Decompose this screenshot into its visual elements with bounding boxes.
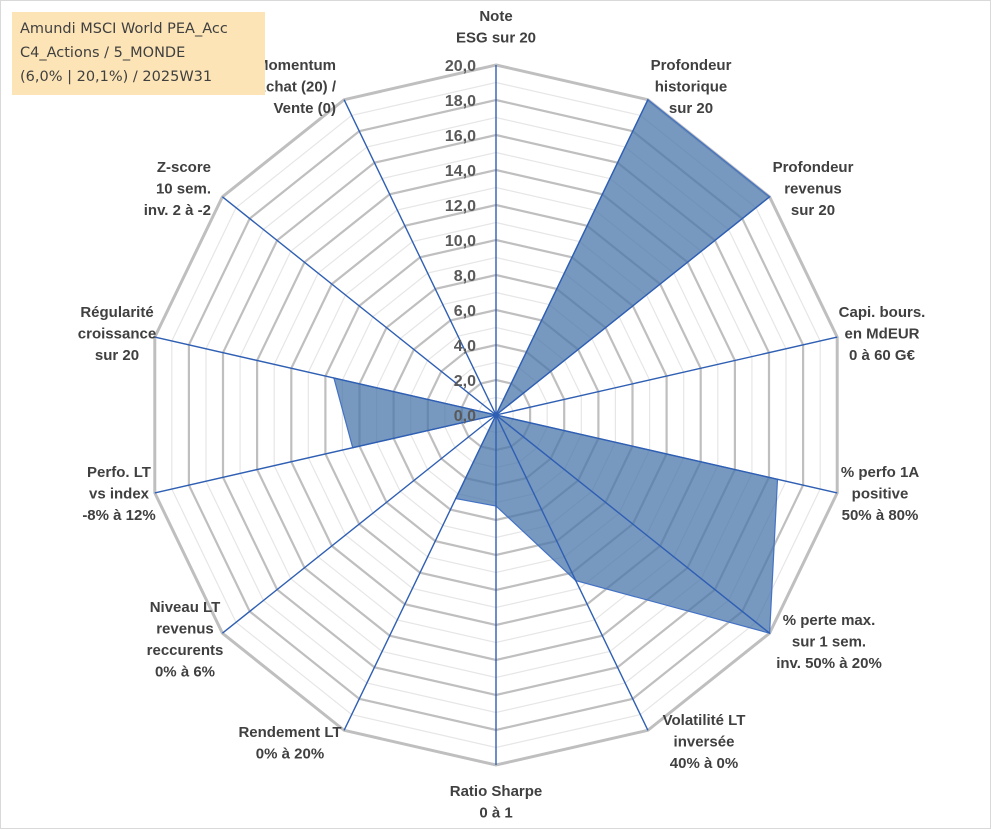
axis-label-line: Régularité bbox=[80, 304, 153, 321]
tick-label: 6,0 bbox=[454, 303, 476, 320]
axis-label-line: Capi. bours. bbox=[839, 304, 926, 321]
axis-label-line: sur 20 bbox=[791, 202, 835, 219]
axis-spoke bbox=[495, 414, 649, 731]
tick-label: 12,0 bbox=[445, 198, 476, 215]
fund-category: C4_Actions / 5_MONDE bbox=[20, 45, 186, 61]
axis-spoke bbox=[221, 414, 497, 634]
axis-spoke bbox=[154, 414, 497, 494]
tick-label: 0,0 bbox=[454, 408, 476, 425]
axis-label-line: 50% à 80% bbox=[842, 507, 919, 524]
axis-label-line: revenus bbox=[156, 621, 214, 638]
axis-label-line: 40% à 0% bbox=[670, 755, 738, 772]
axis-label-line: inv. 50% à 20% bbox=[776, 655, 882, 672]
radar-spokes bbox=[154, 65, 838, 765]
axis-label-line: 0% à 20% bbox=[256, 746, 324, 763]
axis-label-line: 0% à 6% bbox=[155, 664, 215, 681]
axis-label-line: vs index bbox=[89, 486, 150, 503]
axis-label-line: en MdEUR bbox=[845, 326, 920, 343]
axis-label-line: Perfo. LT bbox=[87, 464, 151, 481]
axis-label-line: Niveau LT bbox=[150, 599, 221, 616]
axis-label-line: historique bbox=[655, 79, 728, 96]
axis-label-line: Momentum bbox=[256, 57, 336, 74]
fund-info-box: Amundi MSCI World PEA_Acc C4_Actions / 5… bbox=[12, 12, 265, 95]
radar-tick-labels: 0,0 2,0 4,0 6,0 8,0 10,0 12,0 14,0 16,0 18,0 20,0 bbox=[445, 58, 476, 425]
axis-spoke bbox=[343, 99, 497, 416]
axis-label-line: reccurents bbox=[147, 642, 224, 659]
tick-label: 10,0 bbox=[445, 233, 476, 250]
tick-label: 2,0 bbox=[454, 373, 476, 390]
tick-label: 20,0 bbox=[445, 58, 476, 75]
fund-name: Amundi MSCI World PEA_Acc bbox=[20, 21, 228, 37]
axis-label-line: 0 à 1 bbox=[479, 805, 512, 822]
axis-label-line: positive bbox=[852, 486, 909, 503]
axis-spoke bbox=[495, 414, 771, 634]
axis-label-line: Note bbox=[479, 8, 512, 25]
axis-label-line: inv. 2 à -2 bbox=[144, 202, 211, 219]
axis-label: Ratio Sharpe 0 à 1 bbox=[450, 783, 543, 822]
axis-label: Régularité croissance sur 20 bbox=[78, 304, 156, 364]
axis-spoke bbox=[495, 336, 838, 416]
axis-label-line: ESG sur 20 bbox=[456, 30, 536, 47]
axis-label-line: sur 20 bbox=[95, 347, 139, 364]
tick-label: 18,0 bbox=[445, 93, 476, 110]
axis-label: Niveau LT revenus reccurents 0% à 6% bbox=[147, 599, 224, 681]
radar-axis-labels: Note ESG sur 20 Profondeur historique sur 20… bbox=[78, 8, 926, 822]
axis-label-line: Rendement LT bbox=[238, 724, 341, 741]
axis-label: Note ESG sur 20 bbox=[456, 8, 536, 47]
fund-stats: (6,0% | 20,1%) / 2025W31 bbox=[20, 69, 213, 85]
axis-label-line: sur 1 sem. bbox=[792, 634, 866, 651]
axis-label-line: % perfo 1A bbox=[841, 464, 920, 481]
tick-label: 14,0 bbox=[445, 163, 476, 180]
axis-label: % perte max. sur 1 sem. inv. 50% à 20% bbox=[776, 612, 882, 672]
axis-spoke bbox=[495, 196, 771, 416]
axis-label-line: 0 à 60 G€ bbox=[849, 347, 916, 364]
tick-label: 4,0 bbox=[454, 338, 476, 355]
axis-spoke bbox=[343, 414, 497, 731]
axis-label-line: 10 sem. bbox=[156, 181, 211, 198]
axis-label-line: sur 20 bbox=[669, 100, 713, 117]
axis-label-line: croissance bbox=[78, 326, 156, 343]
axis-label-line: Profondeur bbox=[773, 159, 854, 176]
axis-spoke bbox=[495, 99, 649, 416]
axis-spoke bbox=[495, 414, 838, 494]
axis-label: Z-score 10 sem. inv. 2 à -2 bbox=[144, 159, 211, 219]
axis-label: Capi. bours. en MdEUR 0 à 60 G€ bbox=[839, 304, 926, 364]
axis-spoke bbox=[154, 336, 497, 416]
axis-label: % perfo 1A positive 50% à 80% bbox=[841, 464, 920, 524]
axis-label: Momentum Achat (20) / Vente (0) bbox=[255, 57, 337, 117]
tick-label: 16,0 bbox=[445, 128, 476, 145]
axis-label: Profondeur revenus sur 20 bbox=[773, 159, 854, 219]
axis-label-line: Profondeur bbox=[651, 57, 732, 74]
axis-spoke bbox=[221, 196, 497, 416]
axis-label: Perfo. LT vs index -8% à 12% bbox=[82, 464, 155, 524]
tick-label: 8,0 bbox=[454, 268, 476, 285]
axis-label: Profondeur historique sur 20 bbox=[651, 57, 732, 117]
axis-label-line: Vente (0) bbox=[273, 100, 336, 117]
axis-label-line: Ratio Sharpe bbox=[450, 783, 543, 800]
axis-label-line: -8% à 12% bbox=[82, 507, 155, 524]
axis-label-line: % perte max. bbox=[783, 612, 876, 629]
axis-label-line: inversée bbox=[674, 734, 735, 751]
axis-label-line: Achat (20) / bbox=[255, 79, 337, 96]
axis-label: Volatilité LT inversée 40% à 0% bbox=[663, 712, 746, 772]
axis-label-line: Volatilité LT bbox=[663, 712, 746, 729]
axis-label-line: Z-score bbox=[157, 159, 211, 176]
axis-label-line: revenus bbox=[784, 181, 842, 198]
axis-label: Rendement LT 0% à 20% bbox=[238, 724, 341, 763]
